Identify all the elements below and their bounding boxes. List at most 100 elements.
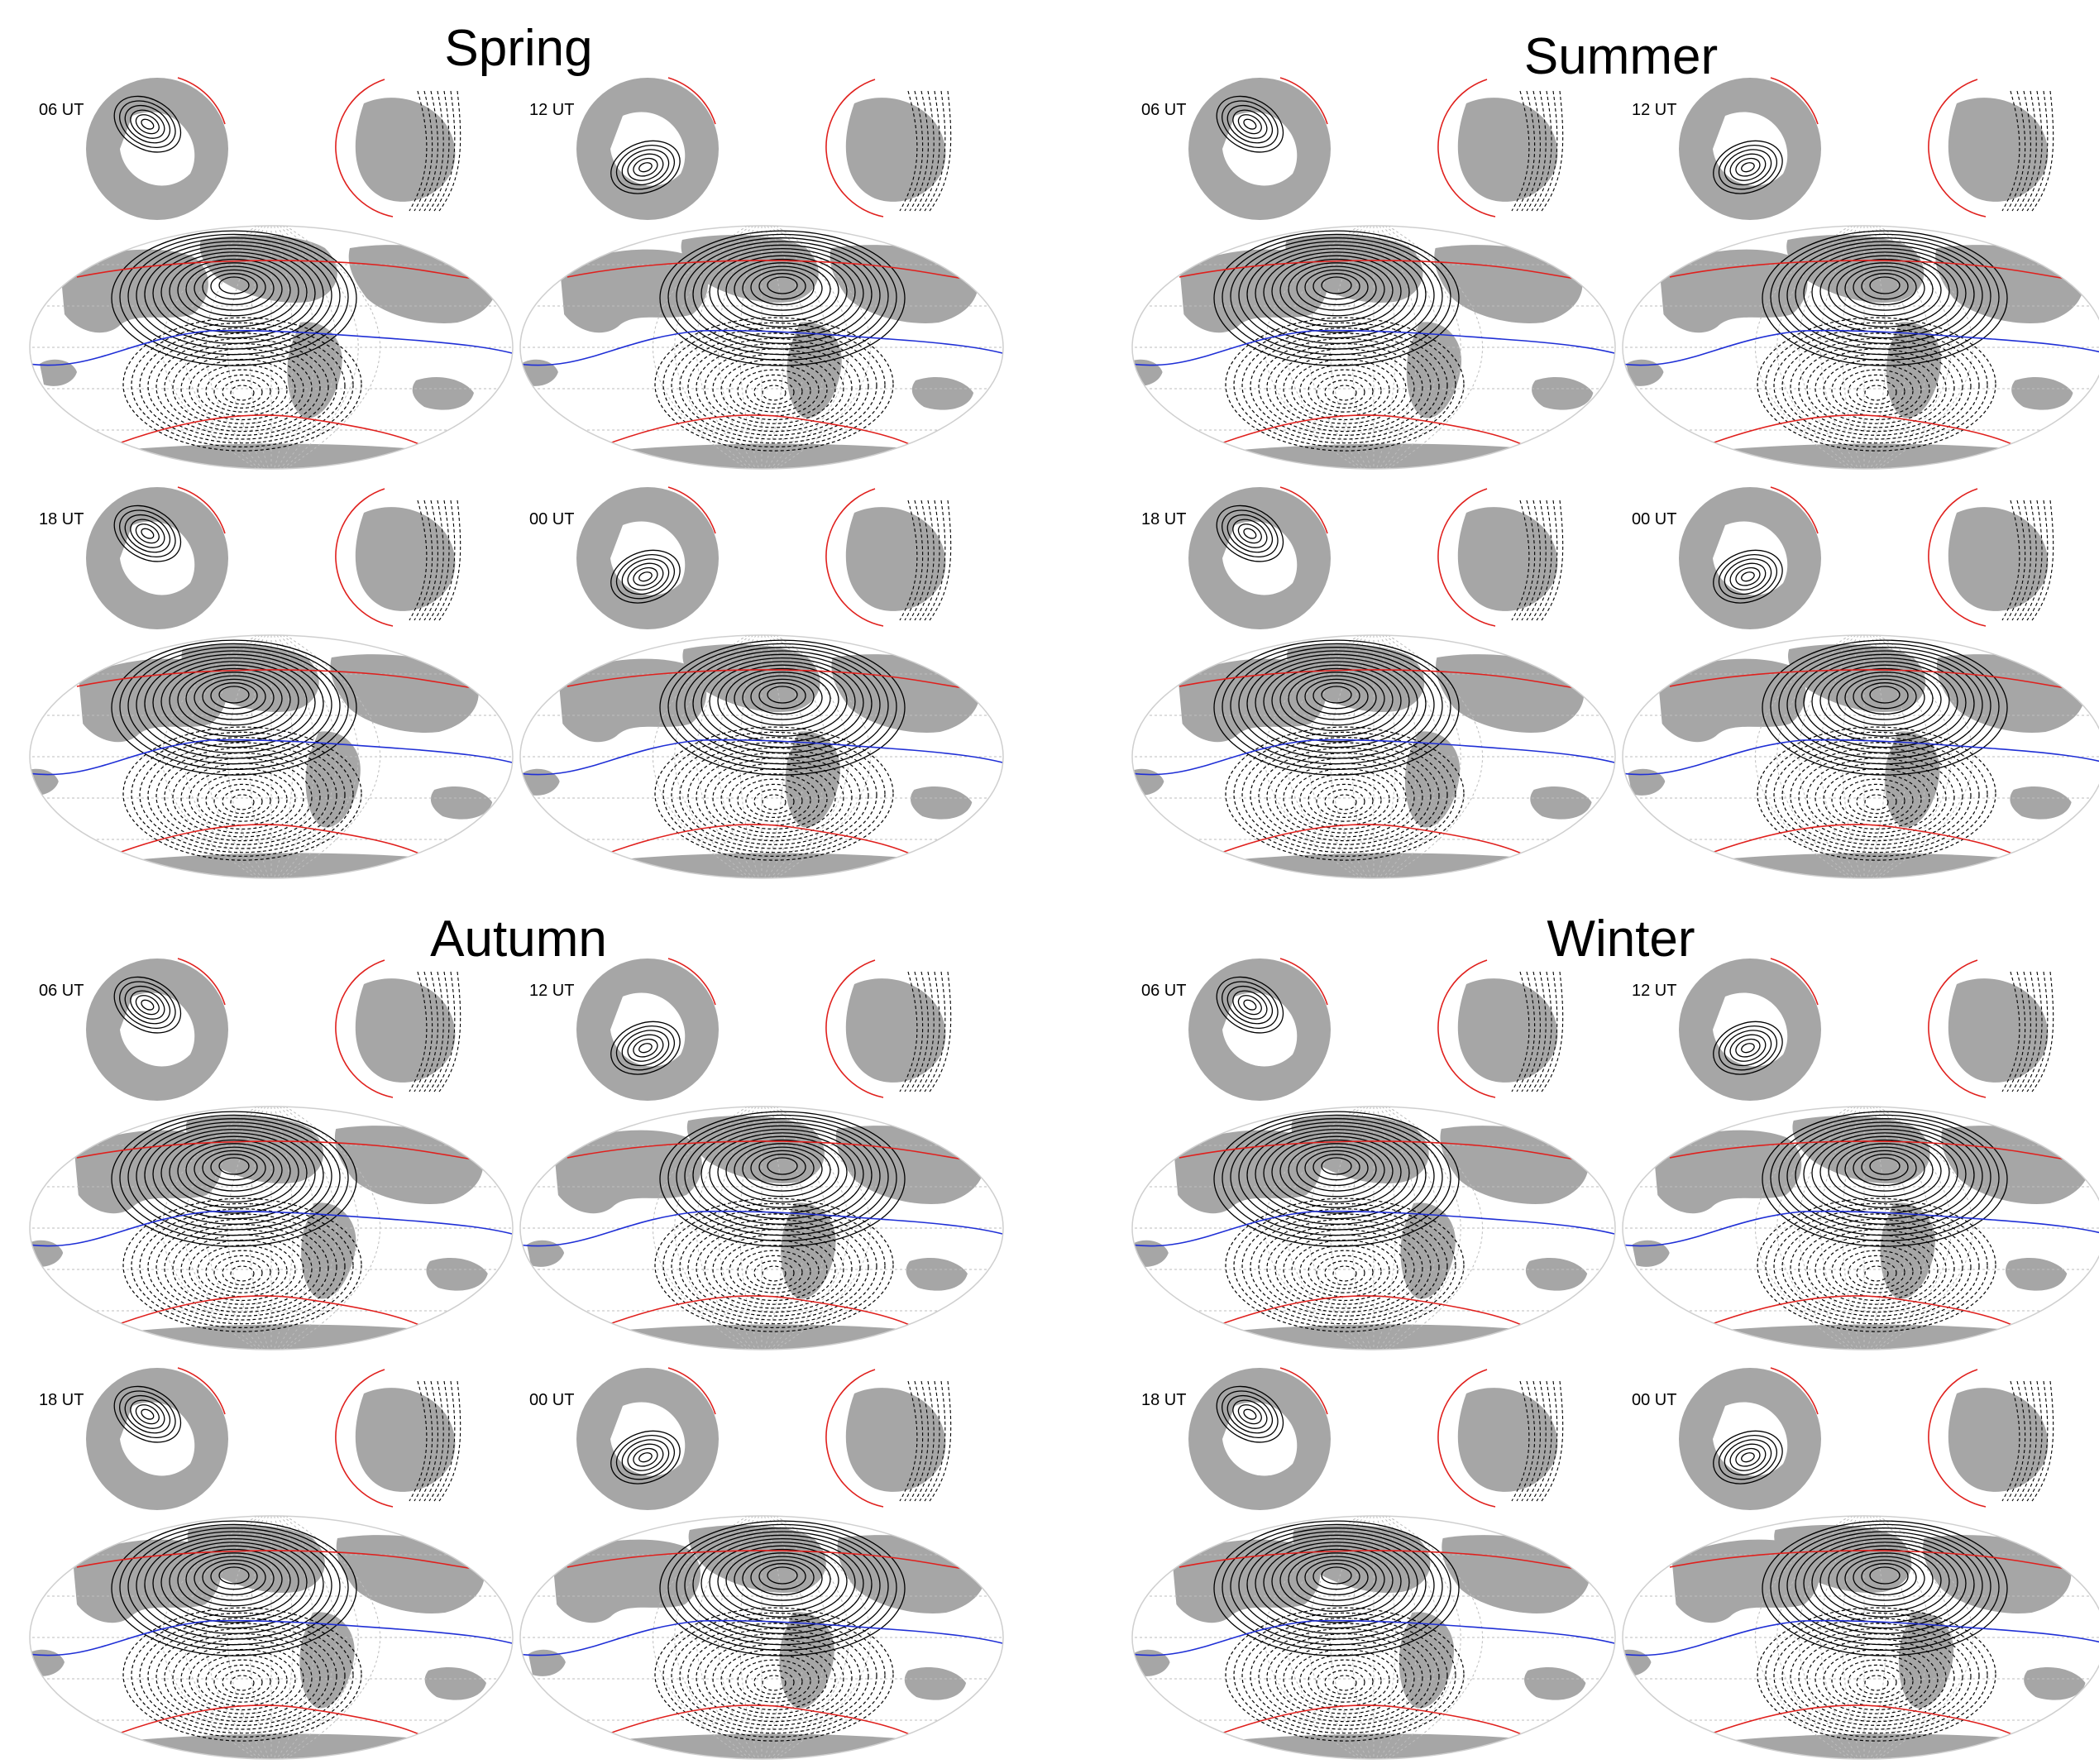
land-mass — [348, 245, 497, 323]
contour-line-negative — [1773, 737, 1980, 853]
contour-line-negative — [1765, 322, 1988, 447]
contour-line-negative — [172, 1638, 313, 1719]
ut-label-summer-00: 00 UT — [1632, 510, 1677, 528]
auroral-boundary-south — [1212, 414, 1528, 447]
polar-map-north-summer-00ut — [1679, 486, 1821, 629]
contour-line-negative — [414, 1380, 433, 1502]
contour-line-negative — [899, 1380, 918, 1502]
contour-line-negative — [924, 971, 946, 1092]
auroral-boundary-north — [1279, 486, 1328, 534]
contour-line-negative — [1266, 343, 1423, 433]
graticule-line — [284, 1107, 381, 1350]
contour-line-positive — [1718, 145, 1777, 190]
contour-line-negative — [1316, 374, 1374, 409]
contour-line-negative — [1324, 1670, 1365, 1695]
graticule-line — [249, 635, 270, 878]
contour-line-negative — [929, 90, 952, 212]
auroral-boundary-north — [1770, 958, 1819, 1006]
contour-line-negative — [704, 1638, 844, 1719]
contour-line-positive — [1222, 981, 1279, 1029]
contour-line-negative — [662, 731, 886, 857]
contour-line-negative — [1864, 1675, 1889, 1691]
contour-line-positive — [1271, 255, 1402, 327]
land-mass — [2024, 1666, 2086, 1700]
land-mass — [522, 768, 560, 796]
contour-line-negative — [205, 778, 280, 822]
map-outline — [1622, 634, 2099, 879]
contour-line-negative — [1856, 380, 1897, 405]
contour-line-positive — [177, 258, 291, 323]
contour-line-positive — [1243, 999, 1257, 1011]
polar-ocean — [120, 1402, 195, 1476]
contour-line-negative — [139, 737, 346, 853]
contour-line-positive — [1718, 1025, 1777, 1071]
contour-line-negative — [2031, 500, 2054, 621]
contour-line-negative — [1790, 1628, 1963, 1726]
graticule-line — [1866, 226, 1886, 469]
polar-ocean — [610, 521, 686, 595]
map-outline — [29, 1515, 514, 1760]
contour-line-negative — [914, 500, 935, 621]
contour-line-positive — [210, 273, 258, 300]
graticule-line — [1820, 226, 1859, 469]
contour-line-negative — [1856, 789, 1897, 815]
auroral-boundary-north — [1179, 260, 1594, 282]
contour-line-positive — [1869, 276, 1901, 294]
land-mass — [1400, 1202, 1456, 1299]
world-map-summer-00ut — [1622, 634, 2099, 879]
season-title-spring: Spring — [444, 20, 593, 77]
polar-map-north-autumn-12ut — [576, 958, 719, 1101]
contour-line-positive — [717, 1135, 848, 1208]
contour-line-positive — [152, 1128, 316, 1220]
contour-line-positive — [1222, 1523, 1451, 1652]
graticule-line — [161, 226, 258, 469]
contour-line-positive — [130, 990, 165, 1020]
contour-line-negative — [139, 327, 346, 444]
contour-line-positive — [1237, 1404, 1262, 1425]
contour-line-negative — [1233, 1612, 1456, 1738]
graticule-line — [696, 1107, 754, 1350]
contour-line-negative — [438, 1380, 461, 1502]
contour-line-negative — [671, 737, 877, 853]
ut-label-winter-12: 12 UT — [1632, 982, 1677, 1000]
graticule-line — [1387, 635, 1484, 878]
graticule-line — [652, 635, 748, 878]
contour-line-positive — [194, 265, 275, 311]
contour-line-negative — [1274, 1638, 1415, 1719]
contour-line-positive — [667, 1523, 897, 1652]
contour-line-positive — [725, 1139, 839, 1203]
auroral-boundary-south — [1212, 1295, 1528, 1328]
graticule-line — [775, 1107, 872, 1350]
contour-line-negative — [1516, 1380, 1536, 1502]
contour-line-positive — [767, 1157, 798, 1175]
contour-line-negative — [164, 1224, 321, 1313]
contour-line-negative — [230, 385, 255, 401]
polar-map-south-summer-18ut — [1437, 488, 1564, 627]
contour-line-negative — [1299, 1654, 1390, 1707]
ut-label-winter-06: 06 UT — [1141, 982, 1187, 1000]
polar-ocean — [610, 112, 686, 186]
auroral-boundary-north — [1179, 1140, 1594, 1163]
dip-equator-line — [1623, 739, 2099, 776]
contour-line-negative — [1531, 971, 1552, 1092]
graticule-line — [1866, 1107, 1886, 1350]
contour-line-positive — [1246, 653, 1427, 753]
contour-line-negative — [1806, 1638, 1947, 1719]
world-map-spring-12ut — [519, 225, 1004, 470]
dip-equator-line — [1623, 1619, 2099, 1656]
land-mass — [2010, 786, 2072, 820]
land-mass — [835, 1126, 984, 1204]
polar-ocean — [1713, 992, 1788, 1067]
auroral-boundary-north — [667, 77, 716, 125]
contour-line-positive — [734, 1143, 831, 1198]
contour-line-positive — [1795, 1534, 1975, 1634]
contour-line-negative — [662, 1202, 886, 1328]
graticule-line — [1820, 635, 1859, 878]
land-mass — [1792, 1116, 1930, 1183]
contour-line-negative — [2016, 1380, 2037, 1502]
map-outline — [1622, 1106, 2099, 1350]
world-map-winter-18ut — [1131, 1515, 1616, 1760]
polar-map-south-autumn-06ut — [335, 959, 461, 1098]
contour-line-positive — [169, 255, 299, 327]
contour-line-negative — [679, 1213, 869, 1321]
